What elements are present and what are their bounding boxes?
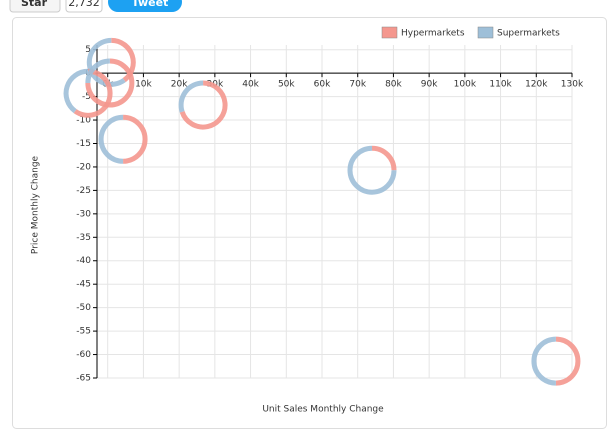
tweet-button[interactable] (108, 0, 182, 12)
legend-label: Supermarkets (497, 29, 560, 39)
legend-swatch (381, 26, 398, 39)
donut-arc (85, 58, 135, 108)
x-tick-label: 100k (454, 80, 477, 90)
x-tick-label: 10k (135, 80, 152, 90)
donut-arc (179, 80, 228, 130)
y-axis-label: Price Monthly Change (31, 155, 41, 254)
donut-arc (73, 68, 113, 118)
donut-arc (347, 145, 397, 195)
x-tick-label: 50k (278, 80, 295, 90)
y-tick-label: -65 (76, 374, 91, 384)
star-button[interactable] (9, 0, 61, 13)
y-tick-label: -40 (76, 256, 91, 266)
x-axis-label: Unit Sales Monthly Change (262, 405, 384, 415)
star-count (65, 0, 103, 13)
donut-arc (178, 80, 204, 113)
star-count-label: 2,732 (68, 0, 100, 9)
y-tick-label: -5 (82, 92, 91, 102)
y-tick-label: -35 (76, 233, 91, 243)
x-tick-label: 60k (314, 80, 331, 90)
y-tick-label: 5 (85, 45, 91, 55)
donut-arc (85, 58, 111, 84)
y-tick-label: -25 (76, 186, 91, 196)
y-tick-label: -30 (76, 209, 91, 219)
tweet-label: Tweet (132, 0, 169, 9)
y-tick-label: -10 (76, 116, 91, 126)
x-tick-label: 20k (171, 80, 188, 90)
donut-arc (555, 336, 581, 386)
x-tick-label: 40k (242, 80, 259, 90)
y-tick-label: -15 (76, 139, 91, 149)
x-tick-label: 80k (385, 80, 402, 90)
y-tick-label: -60 (76, 350, 91, 360)
donut-arc (122, 114, 148, 164)
star-label: Star (21, 0, 48, 9)
donut-arc (531, 336, 557, 386)
legend-swatch (477, 26, 494, 39)
donut-arc (371, 145, 397, 171)
x-tick-label: 110k (489, 80, 512, 90)
donut-arc (98, 114, 124, 164)
x-tick-label: 90k (421, 80, 438, 90)
donut-arc (63, 68, 89, 114)
legend-label: Hypermarkets (401, 29, 465, 39)
x-tick-label: 130k (561, 80, 584, 90)
y-tick-label: -50 (76, 303, 91, 313)
y-tick-label: -55 (76, 327, 91, 337)
x-tick-label: 120k (525, 80, 548, 90)
y-tick-label: -45 (76, 280, 91, 290)
x-tick-label: 70k (349, 80, 366, 90)
y-tick-label: -20 (76, 162, 91, 172)
